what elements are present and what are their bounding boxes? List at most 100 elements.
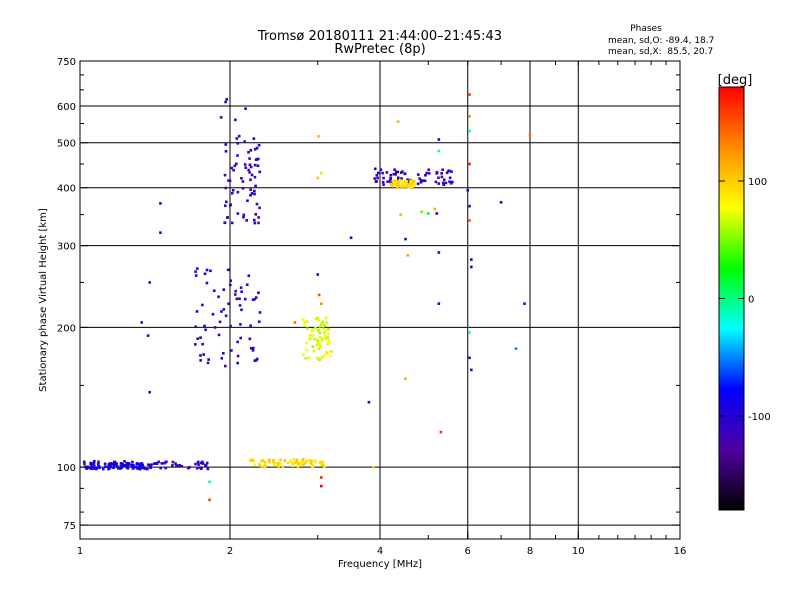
data-point: [442, 178, 446, 182]
data-point: [138, 462, 141, 466]
data-point: [514, 347, 518, 350]
colorbar-tick-label: 100: [748, 177, 767, 188]
data-point: [441, 168, 444, 172]
data-point: [388, 179, 392, 182]
data-point: [308, 337, 312, 341]
data-point: [199, 336, 202, 339]
data-point: [367, 400, 371, 404]
data-point: [224, 100, 227, 104]
data-point: [299, 461, 303, 464]
data-point: [225, 200, 228, 204]
data-point: [317, 293, 321, 297]
colorbar-ticks: 100 0 -100: [719, 177, 771, 423]
data-point: [204, 328, 207, 332]
data-point: [261, 459, 265, 462]
data-point: [159, 466, 162, 470]
data-point: [89, 462, 92, 465]
data-point: [90, 465, 94, 469]
x-tick-label: 4: [377, 546, 383, 557]
data-point: [409, 182, 412, 186]
data-point: [295, 458, 299, 462]
data-point: [226, 216, 229, 219]
data-point: [437, 149, 441, 153]
data-point: [242, 213, 246, 217]
data-point: [243, 163, 247, 166]
data-point: [449, 182, 453, 185]
colorbar-tick-label: -100: [748, 412, 771, 423]
data-point: [141, 463, 144, 467]
y-axis-label: Stationary phase Virtual Height [km]: [38, 208, 49, 392]
y-tick-label: 100: [57, 463, 76, 474]
data-point: [187, 466, 190, 470]
data-point: [376, 176, 379, 180]
data-point: [439, 430, 443, 434]
data-point: [171, 460, 175, 464]
phases-title: Phases: [630, 24, 662, 34]
data-point: [90, 467, 93, 471]
data-point: [318, 325, 322, 328]
data-point: [255, 359, 258, 362]
data-point: [400, 184, 403, 187]
data-point: [416, 182, 420, 186]
data-point: [250, 192, 254, 195]
data-point: [277, 465, 280, 468]
data-point: [399, 213, 402, 216]
data-point: [160, 462, 164, 465]
data-point: [442, 181, 445, 185]
x-tick-label: 16: [674, 546, 687, 557]
data-point: [201, 342, 204, 346]
data-point: [401, 184, 405, 187]
data-point: [257, 216, 260, 219]
data-point: [219, 116, 223, 119]
data-point: [379, 168, 383, 172]
data-point: [258, 206, 261, 210]
data-point: [398, 179, 402, 182]
data-point: [451, 180, 454, 184]
data-point: [327, 327, 330, 331]
data-point: [437, 182, 440, 185]
data-point: [97, 465, 101, 468]
data-point: [258, 311, 262, 314]
data-point: [147, 463, 150, 466]
data-point: [230, 191, 234, 195]
data-point: [82, 460, 86, 464]
data-point: [229, 279, 232, 283]
data-point: [87, 466, 91, 469]
data-point: [272, 459, 275, 462]
data-point: [247, 274, 251, 278]
data-point: [386, 180, 389, 183]
data-point: [324, 335, 328, 339]
data-point: [157, 460, 160, 464]
data-point: [90, 464, 93, 467]
data-point: [194, 270, 197, 273]
data-point: [194, 462, 197, 466]
data-point: [253, 189, 256, 193]
data-point: [123, 459, 126, 463]
data-point: [255, 146, 259, 150]
data-point: [440, 175, 444, 179]
data-point: [327, 342, 330, 345]
data-point: [206, 361, 210, 365]
data-point: [96, 462, 100, 466]
data-point: [217, 333, 221, 337]
data-point: [399, 171, 403, 174]
data-point: [302, 353, 305, 357]
data-point: [104, 465, 107, 468]
data-point: [263, 465, 267, 469]
data-point: [253, 463, 256, 467]
data-point: [468, 219, 471, 222]
data-point: [107, 463, 111, 466]
data-point: [425, 171, 429, 175]
data-point: [320, 356, 324, 359]
data-point: [393, 180, 397, 183]
data-point: [107, 465, 110, 468]
data-point: [254, 158, 258, 161]
data-point: [245, 219, 248, 222]
data-point: [143, 467, 146, 470]
data-point: [528, 133, 532, 137]
data-point: [321, 337, 324, 340]
data-point: [148, 390, 152, 394]
data-point: [303, 461, 307, 465]
data-point: [324, 337, 328, 341]
data-point: [279, 458, 282, 462]
